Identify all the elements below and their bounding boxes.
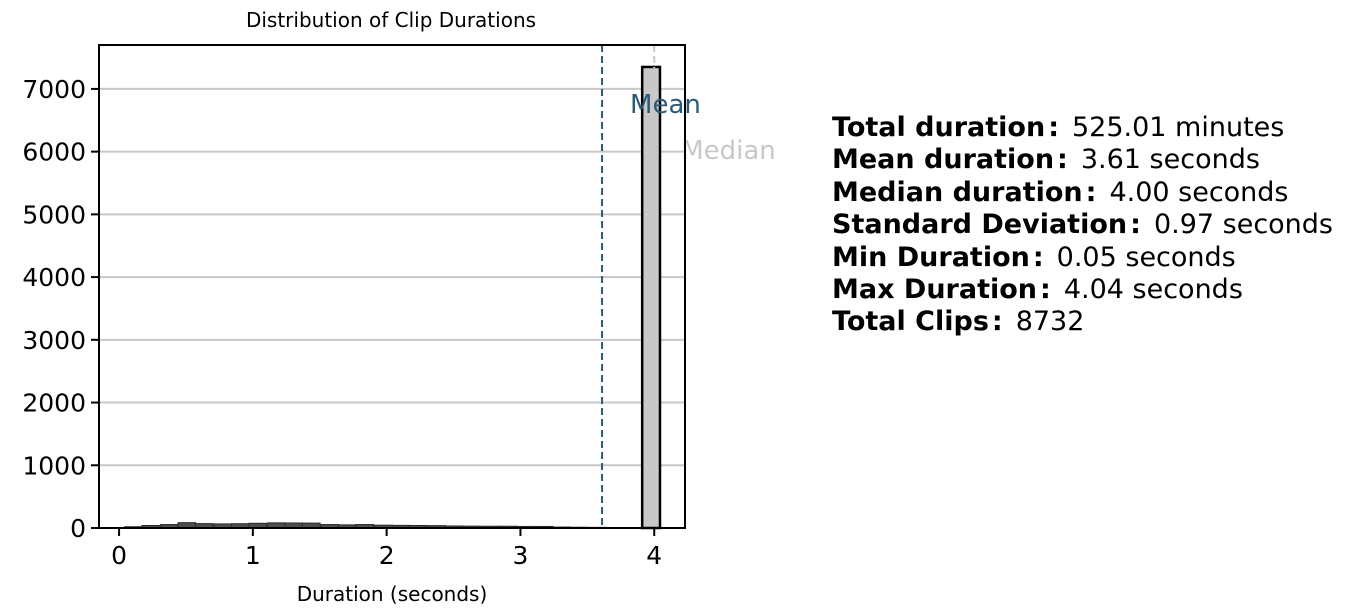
stat-label: Max Duration	[832, 273, 1038, 305]
y-tick-label: 5000	[22, 200, 86, 229]
stat-value: 4.00 seconds	[1109, 176, 1289, 208]
plot-frame	[98, 44, 686, 529]
stat-row: Total duration:525.01 minutes	[832, 112, 1333, 144]
x-tick-label: 2	[379, 541, 395, 570]
stat-label: Total duration	[832, 112, 1046, 143]
y-tick-label: 4000	[22, 263, 86, 292]
stat-value: 4.04 seconds	[1063, 273, 1243, 305]
x-tick-label: 1	[245, 541, 261, 570]
histogram-chart: Distribution of Clip Durations Mean Media…	[22, 8, 776, 606]
stat-separator: :	[1057, 144, 1068, 176]
x-tick-label: 3	[512, 541, 528, 570]
stat-value: 0.97 seconds	[1153, 209, 1333, 241]
x-axis-label: Duration (seconds)	[297, 582, 488, 606]
stat-row: Min Duration:0.05 seconds	[832, 242, 1333, 274]
mean-label: Mean	[630, 90, 701, 120]
stat-row: Max Duration:4.04 seconds	[832, 274, 1333, 306]
summary-statistics: Total duration:525.01 minutes Mean durati…	[832, 112, 1333, 339]
histogram-bars	[123, 65, 662, 530]
median-label: Median	[681, 136, 776, 166]
stat-value: 8732	[1015, 306, 1085, 338]
stat-row: Standard Deviation:0.97 seconds	[832, 209, 1333, 241]
stat-separator: :	[1048, 112, 1059, 143]
stat-separator: :	[1040, 273, 1051, 305]
x-tick-label: 4	[646, 541, 662, 570]
stat-separator: :	[1032, 241, 1044, 273]
y-tick-label: 2000	[22, 389, 86, 418]
chart-title: Distribution of Clip Durations	[246, 8, 536, 32]
stat-row: Median duration:4.00 seconds	[832, 177, 1333, 209]
reference-lines: Mean Median	[601, 45, 776, 528]
stat-label: Total Clips	[832, 306, 989, 338]
y-axis: 0 1000 2000 3000 4000 5000 6000 7000	[22, 75, 99, 543]
y-tick-label: 3000	[22, 326, 86, 355]
stat-label: Median duration	[832, 176, 1083, 208]
y-tick-label: 1000	[22, 451, 86, 480]
x-axis: 0 1 2 3 4	[111, 528, 662, 570]
stat-label: Min Duration	[832, 241, 1030, 273]
y-tick-label: 6000	[22, 138, 86, 167]
stat-value: 3.61 seconds	[1080, 144, 1260, 176]
stat-value: 525.01 minutes	[1072, 112, 1285, 143]
stat-separator: :	[1130, 209, 1141, 241]
grid-lines	[99, 87, 685, 529]
stat-label: Standard Deviation	[832, 209, 1128, 241]
stat-row: Mean duration:3.61 seconds	[832, 144, 1333, 176]
stat-separator: :	[991, 306, 1003, 338]
y-tick-label: 7000	[22, 75, 86, 104]
stat-value: 0.05 seconds	[1056, 241, 1236, 273]
stat-separator: :	[1085, 176, 1097, 208]
stat-label: Mean duration	[832, 144, 1055, 176]
x-tick-label: 0	[111, 541, 127, 570]
stat-row: Total Clips:8732	[832, 306, 1333, 338]
y-tick-label: 0	[70, 514, 86, 543]
histogram-bar	[640, 65, 662, 530]
